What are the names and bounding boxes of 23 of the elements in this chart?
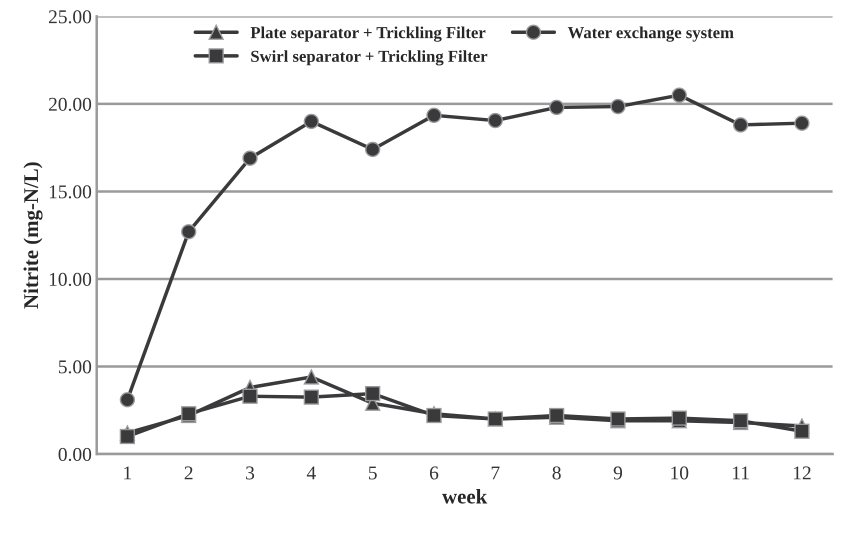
x-tick-label: 9	[614, 466, 622, 480]
y-tick-label: 15.00	[50, 185, 92, 198]
x-tick-label: 4	[306, 466, 316, 480]
x-axis-title: week	[442, 489, 488, 504]
legend-label: Plate separator + Trickling Filter	[250, 26, 486, 42]
y-tick-label: 20.00	[48, 98, 92, 111]
x-tick-label: 6	[430, 466, 438, 480]
x-tick-label: 5	[368, 466, 377, 480]
x-tick-label: 1	[124, 466, 132, 480]
y-tick-label: 25.00	[48, 10, 92, 24]
x-tick-label: 7	[492, 466, 500, 480]
y-axis-title: Nitrite (mg-N/L)	[23, 162, 43, 309]
legend-label: Swirl separator + Trickling Filter	[251, 50, 488, 66]
x-tick-label: 11	[732, 466, 749, 480]
x-tick-label: 10	[671, 466, 688, 480]
x-tick-label: 12	[794, 466, 811, 480]
x-tick-label: 8	[552, 466, 561, 480]
y-tick-label: 0.00	[58, 448, 92, 462]
legend-label: Water exchange system	[568, 26, 734, 42]
x-tick-label: 2	[184, 466, 192, 480]
y-tick-label: 5.00	[58, 360, 92, 374]
x-tick-label: 3	[246, 466, 254, 480]
y-tick-label: 10.00	[50, 272, 92, 286]
